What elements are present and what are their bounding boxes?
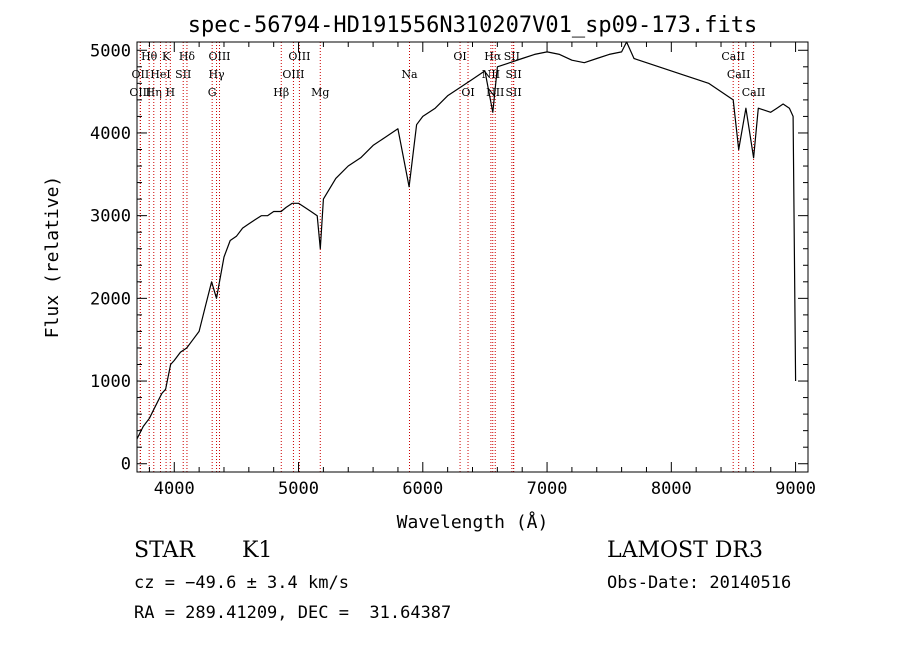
line-marker-label: SII bbox=[504, 50, 520, 63]
object-subclass: K1 bbox=[242, 538, 273, 563]
y-tick-label: 0 bbox=[121, 455, 131, 475]
y-tick-label: 2000 bbox=[90, 289, 131, 309]
line-marker-label: OIII bbox=[288, 50, 310, 63]
y-tick-label: 1000 bbox=[90, 372, 131, 392]
sky-coordinates: RA = 289.41209, DEC = 31.64387 bbox=[134, 603, 452, 623]
line-marker-label: Mg bbox=[311, 86, 329, 99]
y-tick-label: 3000 bbox=[90, 207, 131, 227]
x-tick-label: 4000 bbox=[154, 479, 195, 499]
y-axis-label: Flux (relative) bbox=[42, 176, 63, 339]
line-marker-label: HeI bbox=[150, 68, 170, 81]
line-marker-label: CaII bbox=[721, 50, 745, 63]
y-tick-label: 4000 bbox=[90, 124, 131, 144]
line-marker-label: OIII bbox=[282, 68, 304, 81]
line-marker-label: K bbox=[162, 50, 171, 63]
x-tick-label: 7000 bbox=[527, 479, 568, 499]
line-marker-label: Na bbox=[401, 68, 418, 81]
line-marker-label: SII bbox=[175, 68, 191, 81]
line-marker-label: Hα bbox=[484, 50, 502, 63]
x-tick-label: 8000 bbox=[651, 479, 692, 499]
line-marker-label: OI bbox=[453, 50, 466, 63]
chart-title: spec-56794-HD191556N310207V01_sp09-173.f… bbox=[188, 13, 758, 38]
x-tick-label: 5000 bbox=[278, 479, 319, 499]
line-marker-label: G bbox=[208, 86, 217, 99]
line-marker-label: SII bbox=[506, 86, 522, 99]
line-marker-label: CaII bbox=[727, 68, 751, 81]
line-marker-label: Hη bbox=[146, 86, 162, 99]
line-marker-label: OIII bbox=[208, 50, 230, 63]
spectrum-series-0 bbox=[136, 41, 797, 440]
x-axis-label: Wavelength (Å) bbox=[397, 511, 549, 533]
line-marker-label: Hβ bbox=[273, 86, 289, 99]
object-class: STAR bbox=[134, 538, 195, 563]
line-marker-label: OII bbox=[131, 68, 149, 81]
x-tick-label: 6000 bbox=[402, 479, 443, 499]
survey-label: LAMOST DR3 bbox=[607, 538, 763, 563]
line-marker-label: SII bbox=[506, 68, 522, 81]
x-tick-label: 9000 bbox=[775, 479, 816, 499]
line-marker-label: Hθ bbox=[141, 50, 158, 63]
line-marker-label: Hγ bbox=[208, 68, 225, 81]
line-marker-label: OIII bbox=[129, 86, 151, 99]
y-tick-label: 5000 bbox=[90, 41, 131, 61]
line-marker-label: H bbox=[166, 86, 176, 99]
plot-frame bbox=[136, 41, 809, 473]
line-marker-label: OI bbox=[461, 86, 474, 99]
line-marker-label: CaII bbox=[742, 86, 766, 99]
line-marker-label: Hδ bbox=[179, 50, 196, 63]
redshift-velocity: cz = −49.6 ± 3.4 km/s bbox=[134, 573, 349, 593]
observation-date: Obs-Date: 20140516 bbox=[607, 573, 792, 593]
